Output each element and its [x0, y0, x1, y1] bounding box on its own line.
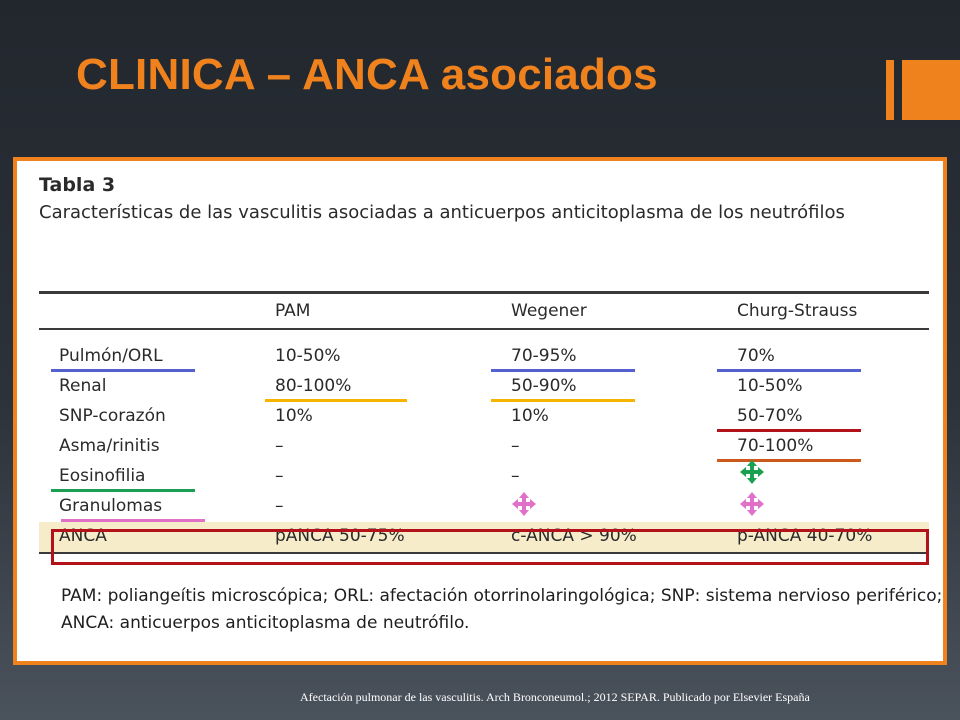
table-row-renal: Renal 80-100% 50-90% 10-50% [39, 372, 929, 402]
source-citation: Afectación pulmonar de las vasculitis. A… [300, 690, 810, 704]
table-row-granulomas: Granulomas – [39, 492, 929, 522]
cell-pam: – [275, 466, 284, 486]
cell-wegener: 50-90% [511, 376, 577, 396]
table-row-eosinofilia: Eosinofilia – – [39, 462, 929, 492]
table-label: Tabla 3 [39, 174, 116, 196]
title-accent-bar-thick [902, 60, 960, 120]
cell-pam: – [275, 496, 284, 516]
underline-pulmon-orl-churg-strauss [717, 369, 861, 372]
underline-granulomas-label [61, 519, 205, 522]
table-footnote: PAM: poliangeítis microscópica; ORL: afe… [61, 586, 943, 633]
row-label: Asma/rinitis [59, 436, 160, 456]
row-label: SNP-corazón [59, 406, 166, 426]
table-gap [39, 330, 929, 342]
table-description: Características de las vasculitis asocia… [39, 202, 845, 223]
cell-pam: 80-100% [275, 376, 352, 396]
anca-row-highlight-box [51, 529, 929, 565]
row-label: Granulomas [59, 496, 163, 516]
granulomas-wegener-move-icon [512, 492, 536, 516]
header-cell-churg-strauss: Churg-Strauss [737, 301, 858, 321]
cell-wegener: – [511, 466, 520, 486]
cell-churg-strauss: 70% [737, 346, 775, 366]
table-image-frame: Tabla 3 Características de las vasculiti… [13, 157, 947, 665]
table-row-pulmon-orl: Pulmón/ORL 10-50% 70-95% 70% [39, 342, 929, 372]
title-accent-bar-thin [886, 60, 894, 120]
underline-pulmon-orl-label [51, 369, 195, 372]
cell-churg-strauss: 70-100% [737, 436, 814, 456]
slide-title: CLINICA – ANCA asociados [76, 50, 658, 99]
table-row-asma-rinitis: Asma/rinitis – – 70-100% [39, 432, 929, 462]
table-header-row: PAM Wegener Churg-Strauss [39, 294, 929, 330]
table-top-rule [39, 291, 929, 294]
cell-churg-strauss: 10-50% [737, 376, 803, 396]
header-cell-pam: PAM [275, 301, 311, 321]
row-label: Eosinofilia [59, 466, 146, 486]
row-label: Pulmón/ORL [59, 346, 163, 366]
table-row-snp-corazon: SNP-corazón 10% 10% 50-70% [39, 402, 929, 432]
cell-pam: 10% [275, 406, 313, 426]
cell-pam: 10-50% [275, 346, 341, 366]
underline-renal-wegener [491, 399, 635, 402]
eosinofilia-churg-strauss-move-icon [740, 460, 764, 484]
underline-eosinofilia-label [51, 489, 195, 492]
underline-renal-pam [265, 399, 407, 402]
table-row-anca: ANCA pANCA 50-75% c-ANCA > 90% p-ANCA 40… [39, 522, 929, 554]
cell-pam: – [275, 436, 284, 456]
table-content: Tabla 3 Características de las vasculiti… [39, 173, 942, 633]
header-cell-wegener: Wegener [511, 301, 587, 321]
underline-snp-corazon-churg-strauss [717, 429, 861, 432]
granulomas-churg-strauss-move-icon [740, 492, 764, 516]
cell-wegener: 70-95% [511, 346, 577, 366]
underline-pulmon-orl-wegener [491, 369, 635, 372]
cell-wegener: – [511, 436, 520, 456]
underline-asma-rinitis-churg-strauss [717, 459, 861, 462]
cell-wegener: 10% [511, 406, 549, 426]
cell-churg-strauss: 50-70% [737, 406, 803, 426]
row-label: Renal [59, 376, 107, 396]
vasculitis-table: PAM Wegener Churg-Strauss Pulmón/ORL 10-… [39, 291, 929, 554]
